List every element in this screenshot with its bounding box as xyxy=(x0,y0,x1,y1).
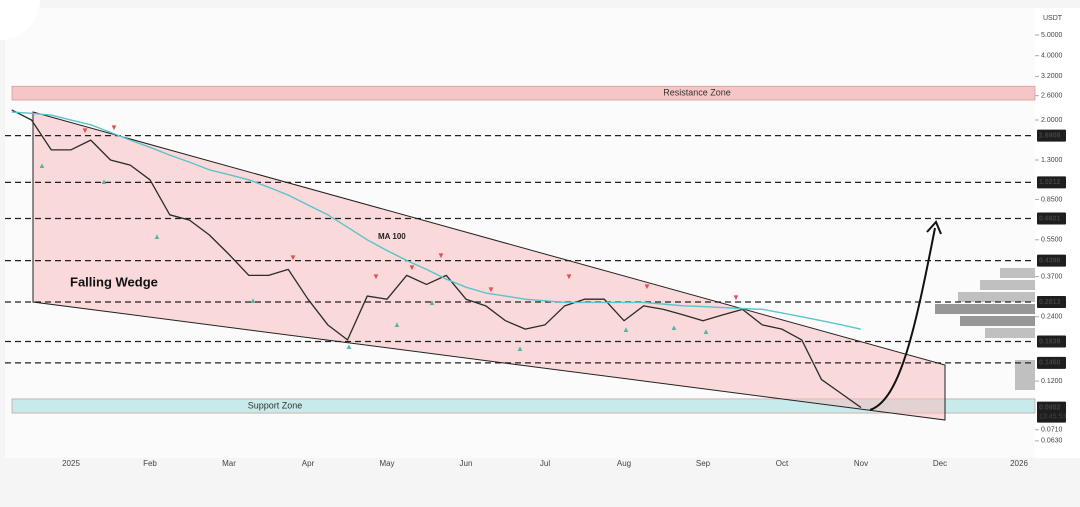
buy-marker: ▲ xyxy=(622,325,630,334)
axis-unit: USDT xyxy=(1043,15,1063,22)
corner-overlay xyxy=(0,0,40,40)
zone xyxy=(11,398,1036,414)
x-tick-label: May xyxy=(379,459,394,468)
sell-marker: ▼ xyxy=(372,272,380,281)
buy-marker: ▲ xyxy=(393,320,401,329)
sell-marker: ▼ xyxy=(487,285,495,294)
y-tick-label: 0.2400 xyxy=(1041,314,1063,321)
sell-marker: ▼ xyxy=(732,293,740,302)
ma-line xyxy=(11,111,862,330)
buy-marker: ▲ xyxy=(38,161,46,170)
y-tick-label: 0.8500 xyxy=(1041,196,1063,203)
volume-profile xyxy=(935,268,1035,390)
y-tick-label: 0.0630 xyxy=(1041,438,1063,445)
y-tick-label: 1.3000 xyxy=(1041,157,1063,164)
y-tick-label: 2.0000 xyxy=(1041,117,1063,124)
price-axis xyxy=(1035,8,1080,458)
zone-label: Support Zone xyxy=(248,400,303,410)
signal-markers: ▼ ▼ ▼ ▼ ▼ ▼ ▼ ▼ ▼ ▼ ▲ ▲ ▲ ▲ ▲ ▲ ▲ ▲ ▲ ▲ … xyxy=(38,123,740,353)
zone-label: Resistance Zone xyxy=(663,87,731,97)
profile-bar xyxy=(1000,268,1035,278)
buy-marker: ▲ xyxy=(153,232,161,241)
x-tick-label: Apr xyxy=(302,459,315,468)
level-tag xyxy=(1037,335,1066,348)
level-tag xyxy=(1037,212,1066,225)
level-tag xyxy=(1037,176,1066,189)
sell-marker: ▼ xyxy=(110,123,118,132)
x-tick-label: Sep xyxy=(696,459,711,468)
sell-marker: ▼ xyxy=(565,272,573,281)
level-label: 0.1460 xyxy=(1039,360,1061,367)
x-tick-label: Nov xyxy=(854,459,868,468)
sell-marker: ▼ xyxy=(437,251,445,260)
sell-marker: ▼ xyxy=(643,282,651,291)
level-label: 0.2813 xyxy=(1039,299,1061,306)
sell-marker: ▼ xyxy=(289,253,297,262)
zones: Resistance Zone Support Zone xyxy=(11,85,1036,414)
level-tag xyxy=(1037,296,1066,309)
x-tick-label: Jun xyxy=(460,459,473,468)
level-label: 1.6908 xyxy=(1039,132,1061,139)
level-tag xyxy=(1037,356,1066,369)
x-tick-label: 2026 xyxy=(1010,459,1028,468)
profile-bar xyxy=(935,304,1035,314)
levels xyxy=(5,134,1035,364)
level-label: 1.0212 xyxy=(1039,179,1061,186)
falling-wedge xyxy=(32,111,946,421)
buy-marker: ▲ xyxy=(249,296,257,305)
y-tick-label: 0.1200 xyxy=(1041,378,1063,385)
level-label: 0.1839 xyxy=(1039,338,1061,345)
x-tick-label: 2025 xyxy=(62,459,80,468)
buy-marker: ▲ xyxy=(428,298,436,307)
last-price-tag xyxy=(1037,401,1066,423)
profile-bar xyxy=(985,328,1035,338)
profile-bar xyxy=(958,292,1035,302)
y-tick-label: 3.2000 xyxy=(1041,73,1063,80)
x-tick-label: Feb xyxy=(143,459,157,468)
last-price-label: 0.0902 xyxy=(1039,404,1061,411)
x-tick-label: Dec xyxy=(933,459,947,468)
axis: 5.0000 4.0000 3.2000 2.6000 2.0000 1.3000 0.85… xyxy=(62,32,1066,468)
x-tick-label: Jul xyxy=(540,459,550,468)
profile-bar xyxy=(1015,360,1035,390)
level-tag xyxy=(1037,129,1066,142)
buy-marker: ▲ xyxy=(345,342,353,351)
y-tick-label: 5.0000 xyxy=(1041,32,1063,39)
countdown: 13:45:53 xyxy=(1039,413,1066,420)
series xyxy=(11,109,862,409)
y-tick-label: 4.0000 xyxy=(1041,53,1063,60)
level-label: 0.6921 xyxy=(1039,215,1061,222)
buy-marker: ▲ xyxy=(100,177,108,186)
y-tick-label: 2.6000 xyxy=(1041,93,1063,100)
ma-label: MA 100 xyxy=(378,232,406,241)
zone xyxy=(11,85,1036,101)
projection-arrow xyxy=(869,227,936,411)
buy-marker: ▲ xyxy=(702,327,710,336)
profile-bar xyxy=(980,280,1035,290)
y-tick-label: 0.5500 xyxy=(1041,237,1063,244)
level-label: 0.4396 xyxy=(1039,257,1061,264)
x-tick-label: Mar xyxy=(222,459,236,468)
sell-marker: ▼ xyxy=(81,126,89,135)
price-line xyxy=(11,109,862,409)
x-tick-label: Aug xyxy=(617,459,631,468)
y-tick-label: 0.3700 xyxy=(1041,273,1063,280)
pattern-label: Falling Wedge xyxy=(70,274,158,289)
x-tick-label: Oct xyxy=(776,459,789,468)
arrow-head xyxy=(926,220,942,235)
buy-marker: ▲ xyxy=(516,344,524,353)
profile-bar xyxy=(960,316,1035,326)
sell-marker: ▼ xyxy=(408,263,416,272)
buy-marker: ▲ xyxy=(670,323,678,332)
level-tag xyxy=(1037,254,1066,267)
y-tick-label: 0.0710 xyxy=(1041,427,1063,434)
